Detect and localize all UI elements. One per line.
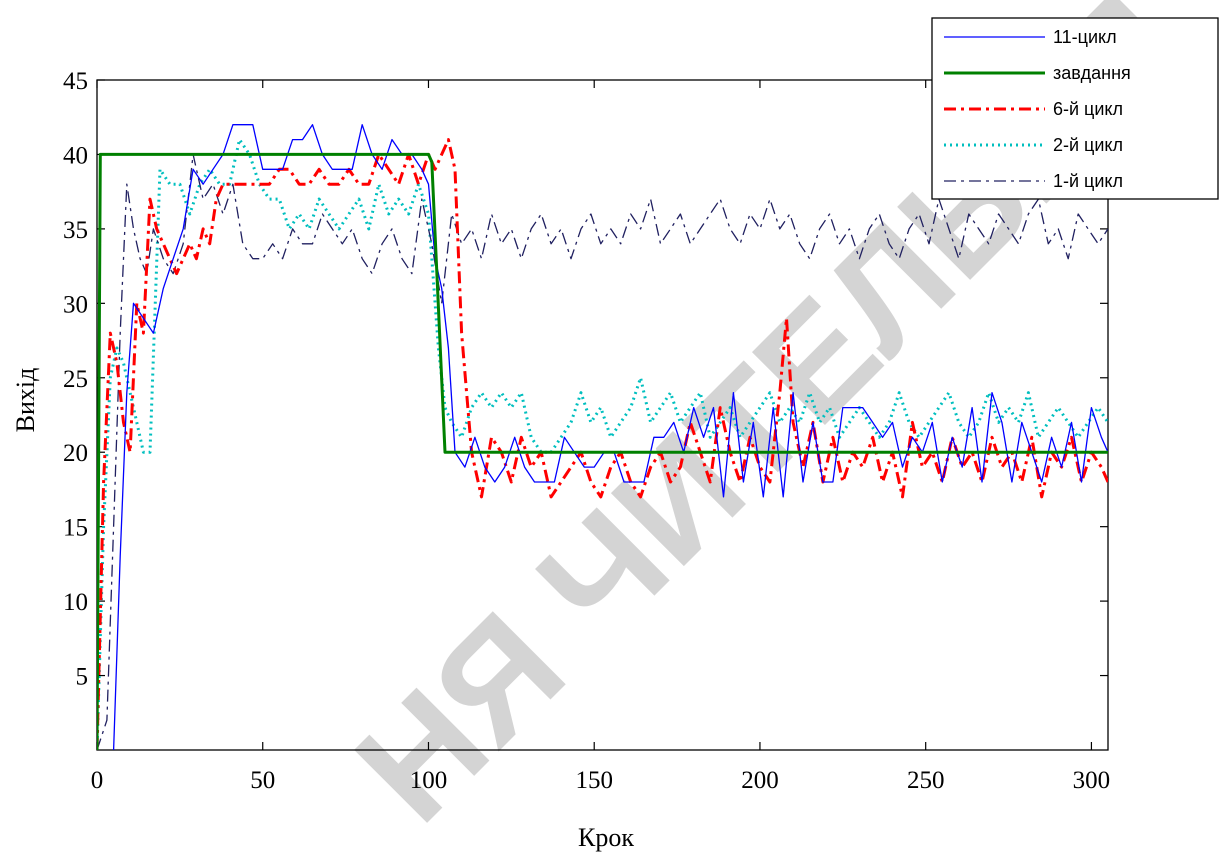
x-tick-label: 50 — [250, 767, 275, 794]
y-tick-label: 10 — [63, 589, 88, 616]
legend-label: 1-й цикл — [1053, 171, 1123, 191]
y-axis-title: Вихід — [11, 368, 40, 433]
y-tick-label: 20 — [63, 440, 88, 467]
y-tick-label: 40 — [63, 142, 88, 169]
x-tick-label: 300 — [1073, 767, 1111, 794]
y-tick-label: 15 — [63, 515, 88, 542]
x-tick-label: 100 — [410, 767, 448, 794]
legend: 11-цикл завдання 6-й цикл 2-й цикл 1-й цикл — [931, 17, 1219, 200]
series-line-4 — [97, 138, 1108, 750]
legend-label: 6-й цикл — [1053, 99, 1123, 119]
series-lines — [97, 124, 1108, 750]
series-line-2 — [97, 152, 1108, 750]
legend-label: 11-цикл — [1053, 27, 1117, 47]
x-axis-title: Крок — [578, 823, 634, 852]
legend-label: завдання — [1053, 63, 1131, 83]
x-tick-label: 200 — [741, 767, 779, 794]
x-tick-label: 250 — [907, 767, 945, 794]
plot-frame — [96, 79, 1109, 751]
x-tick-label: 150 — [575, 767, 613, 794]
y-tick-label: 25 — [63, 366, 88, 393]
y-tick-label: 5 — [76, 664, 89, 691]
y-tick-label: 30 — [63, 291, 88, 318]
x-axis-ticks: 0 50 100 150 200 250 300 — [91, 80, 1110, 794]
y-tick-label: 45 — [63, 68, 88, 95]
legend-label: 2-й цикл — [1053, 135, 1123, 155]
y-tick-label: 35 — [63, 217, 88, 244]
x-tick-label: 0 — [91, 767, 104, 794]
series-line-5 — [97, 153, 1108, 750]
series-line-3 — [97, 138, 1108, 750]
y-axis-ticks: 5 10 15 20 25 30 35 40 45 — [63, 68, 1108, 691]
